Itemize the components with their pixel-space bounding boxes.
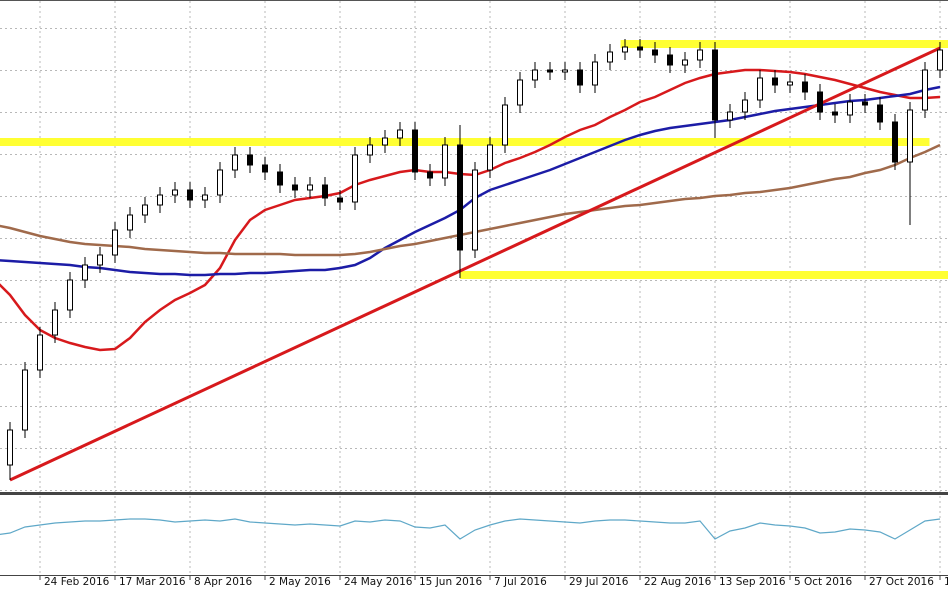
candle-body [337,197,343,203]
x-tick-label: 17 Mar 2016 [119,576,186,588]
candle-body [382,137,388,146]
oscillator-panel [0,518,941,540]
candle-body [832,111,838,116]
candle-body [397,129,403,139]
candle-body [367,144,373,156]
candle-body [322,184,328,199]
candle-body [472,169,478,251]
candle-body [202,194,208,201]
candle-body [577,69,583,86]
x-tick-label: 13 Sep 2016 [719,576,786,588]
candle-body [442,144,448,179]
candle-body [262,164,268,173]
oscillator-line [0,518,941,540]
candle-body [52,309,58,336]
candle-body [217,169,223,196]
candle-body [412,129,418,173]
x-tick-label: 8 Apr 2016 [194,576,253,588]
x-tick-label: 2 May 2016 [269,576,331,588]
candle-body [592,61,598,86]
candle-body [307,184,313,191]
candle-body [922,69,928,111]
candle-body [232,154,238,171]
candle-body [517,79,523,106]
candle-body [97,254,103,266]
candle-body [562,69,568,73]
candle-body [892,121,898,163]
candle-body [187,189,193,201]
trend-line [9,46,941,482]
candle-body [67,279,73,311]
candle-body [772,77,778,86]
x-tick-label: 24 May 2016 [344,576,413,588]
candle-body [877,104,883,123]
candle-body [172,189,178,196]
candle-body [682,59,688,66]
candle-body [37,334,43,371]
x-tick-label: 7 Jul 2016 [494,576,547,588]
candle-body [127,214,133,231]
candle-body [742,99,748,113]
candle-body [712,49,718,121]
candle-body [487,144,493,171]
candle-body [787,81,793,86]
moving-average [0,143,941,257]
candle-body [427,171,433,179]
candle-body [937,49,943,71]
candle-body [457,144,463,251]
candle-body [82,264,88,281]
candle-body [607,51,613,63]
price-panel [0,39,948,482]
moving-average [0,85,941,277]
candle-body [697,49,703,61]
candle-body [547,69,553,73]
candle-body [757,77,763,101]
candle-body [277,171,283,186]
x-tick-label: 29 Jul 2016 [569,576,629,588]
x-tick-label: 1 [944,576,948,588]
candle-body [652,49,658,56]
candle-body [142,204,148,216]
candle-body [22,369,28,431]
candle-body [502,104,508,146]
candle-body [7,429,13,466]
candle-body [622,46,628,53]
grid-layer [39,1,941,575]
x-tick-label: 24 Feb 2016 [44,576,110,588]
candle-body [847,101,853,116]
candle-body [667,54,673,66]
candle-body [352,154,358,203]
x-tick-label: 15 Jun 2016 [419,576,482,588]
moving-average [0,68,941,352]
candle-body [862,101,868,106]
candle-body [157,194,163,206]
candle-body [292,184,298,191]
x-tick-label: 27 Oct 2016 [869,576,934,588]
candle-body [532,69,538,81]
candle-body [637,46,643,51]
candle-body [907,109,913,163]
x-tick-label: 5 Oct 2016 [794,576,853,588]
candle-body [247,154,253,166]
x-tick-label: 22 Aug 2016 [644,576,712,588]
candle-body [817,91,823,113]
candle-body [802,81,808,93]
candle-body [727,111,733,121]
candle-body [112,229,118,256]
